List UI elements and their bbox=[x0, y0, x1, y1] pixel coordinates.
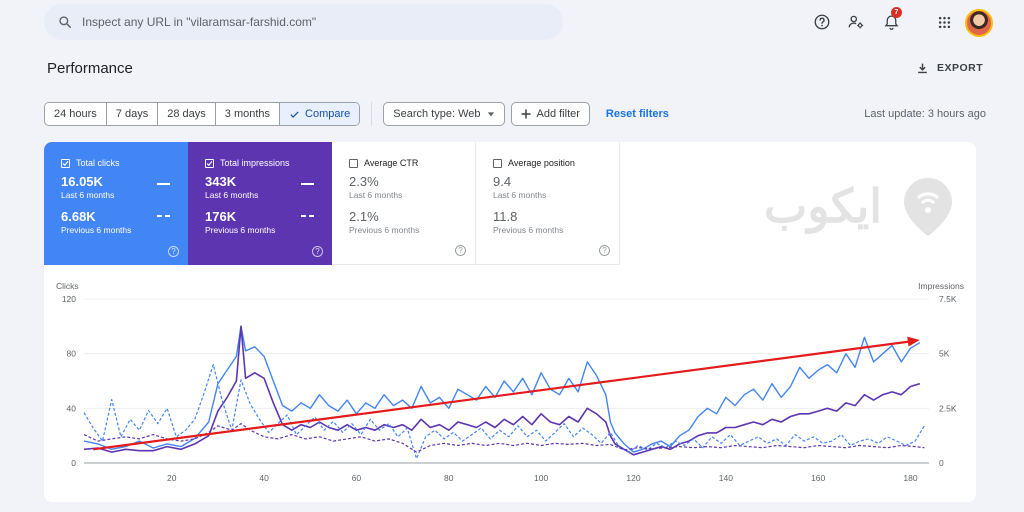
divider bbox=[371, 102, 373, 126]
y-tick-label-right: 7.5K bbox=[939, 294, 957, 304]
top-bar: 7 bbox=[0, 0, 1024, 44]
metric-current-value: 9.4 bbox=[493, 174, 512, 189]
metric-previous-value: 176K bbox=[205, 209, 237, 224]
account-settings-icon[interactable] bbox=[844, 10, 868, 34]
x-tick-label: 160 bbox=[811, 473, 825, 483]
export-label: EXPORT bbox=[937, 62, 984, 74]
metric-current-period: Last 6 months bbox=[205, 190, 259, 200]
x-tick-label: 20 bbox=[167, 473, 177, 483]
help-icon[interactable]: ? bbox=[312, 246, 323, 257]
checkmark-icon bbox=[290, 111, 299, 118]
watermark-text: ایکوب bbox=[764, 180, 882, 234]
metric-label: Total impressions bbox=[220, 158, 290, 168]
metric-previous-value: 11.8 bbox=[493, 209, 518, 224]
export-button[interactable]: EXPORT bbox=[916, 58, 983, 78]
legend-dashed-line-icon bbox=[157, 215, 170, 217]
search-icon bbox=[59, 16, 72, 29]
metric-average-ctr[interactable]: Average CTR 2.3% Last 6 months 2.1% Prev… bbox=[332, 142, 476, 265]
url-inspect-input[interactable] bbox=[82, 15, 502, 29]
help-icon[interactable] bbox=[810, 10, 834, 34]
series-line bbox=[83, 325, 921, 456]
checkbox-unchecked-icon[interactable] bbox=[493, 158, 502, 168]
last-update-text: Last update: 3 hours ago bbox=[864, 108, 986, 120]
y-tick-label-left: 40 bbox=[67, 403, 77, 413]
left-axis-label: Clicks bbox=[56, 281, 79, 291]
page-title: Performance bbox=[47, 60, 133, 77]
metric-label: Average CTR bbox=[364, 158, 419, 168]
url-inspect-search[interactable] bbox=[44, 4, 563, 40]
metric-tabs: Total clicks 16.05K Last 6 months 6.68K … bbox=[44, 142, 620, 265]
metric-label: Average position bbox=[508, 158, 575, 168]
legend-solid-line-icon bbox=[157, 183, 170, 185]
performance-card: Total clicks 16.05K Last 6 months 6.68K … bbox=[44, 142, 976, 502]
y-tick-label-right: 5K bbox=[939, 349, 950, 359]
wifi-location-icon bbox=[904, 178, 952, 236]
legend-solid-line-icon bbox=[301, 183, 314, 185]
metric-average-position[interactable]: Average position 9.4 Last 6 months 11.8 … bbox=[476, 142, 620, 265]
metric-previous-period: Previous 6 months bbox=[205, 225, 276, 235]
performance-chart: Clicks Impressions 0 40 80 120 0 2.5K 5K 7.5K 20… bbox=[56, 281, 964, 483]
metric-current-value: 16.05K bbox=[61, 174, 103, 189]
metric-current-value: 2.3% bbox=[349, 174, 379, 189]
search-type-label: Search type: Web bbox=[393, 108, 481, 120]
y-tick-label-left: 80 bbox=[67, 349, 77, 359]
reset-filters-link[interactable]: Reset filters bbox=[605, 108, 669, 120]
date-range-selector: 24 hours 7 days 28 days 3 months Compare bbox=[44, 102, 361, 126]
series-line bbox=[83, 363, 925, 460]
range-3-months[interactable]: 3 months bbox=[215, 103, 281, 125]
metric-current-period: Last 6 months bbox=[61, 190, 115, 200]
metric-previous-value: 2.1% bbox=[349, 209, 379, 224]
metric-previous-period: Previous 6 months bbox=[61, 225, 132, 235]
trend-arrow-line bbox=[93, 339, 914, 451]
avatar[interactable] bbox=[965, 9, 993, 37]
metric-previous-value: 6.68K bbox=[61, 209, 96, 224]
add-filter-label: Add filter bbox=[536, 108, 580, 120]
y-tick-label-left: 0 bbox=[71, 458, 76, 468]
metric-current-period: Last 6 months bbox=[493, 190, 547, 200]
trend-arrow-head bbox=[907, 336, 920, 347]
x-tick-label: 120 bbox=[626, 473, 640, 483]
y-tick-label-right: 0 bbox=[939, 458, 944, 468]
notification-count-badge: 7 bbox=[891, 7, 902, 18]
metric-previous-period: Previous 6 months bbox=[493, 225, 564, 235]
right-axis-label: Impressions bbox=[918, 281, 964, 291]
filter-bar: 24 hours 7 days 28 days 3 months Compare… bbox=[44, 102, 669, 126]
y-tick-label-left: 120 bbox=[62, 294, 76, 304]
apps-icon[interactable] bbox=[932, 10, 956, 34]
search-type-dropdown[interactable]: Search type: Web bbox=[383, 102, 505, 126]
metric-current-period: Last 6 months bbox=[349, 190, 403, 200]
series-line bbox=[83, 325, 921, 453]
metric-current-value: 343K bbox=[205, 174, 237, 189]
compare-button[interactable]: Compare bbox=[280, 103, 360, 125]
x-tick-label: 40 bbox=[259, 473, 269, 483]
checkbox-checked-icon[interactable] bbox=[205, 158, 214, 168]
x-tick-label: 180 bbox=[903, 473, 917, 483]
y-tick-label-right: 2.5K bbox=[939, 403, 957, 413]
legend-dashed-line-icon bbox=[301, 215, 314, 217]
x-tick-label: 80 bbox=[444, 473, 454, 483]
download-icon bbox=[918, 63, 927, 73]
help-icon[interactable]: ? bbox=[599, 245, 610, 256]
checkbox-checked-icon[interactable] bbox=[61, 158, 70, 168]
notifications-icon[interactable]: 7 bbox=[879, 7, 903, 34]
compare-label: Compare bbox=[305, 108, 351, 120]
x-tick-label: 140 bbox=[719, 473, 733, 483]
x-tick-label: 100 bbox=[534, 473, 548, 483]
help-icon[interactable]: ? bbox=[168, 246, 179, 257]
range-7-days[interactable]: 7 days bbox=[106, 103, 159, 125]
metric-label: Total clicks bbox=[76, 158, 120, 168]
range-24-hours[interactable]: 24 hours bbox=[45, 103, 107, 125]
caret-down-icon bbox=[487, 112, 494, 117]
x-tick-label: 60 bbox=[352, 473, 362, 483]
watermark-logo: ایکوب bbox=[764, 178, 952, 236]
help-icon[interactable]: ? bbox=[455, 245, 466, 256]
checkbox-unchecked-icon[interactable] bbox=[349, 158, 358, 168]
plus-icon bbox=[521, 109, 530, 119]
metric-total-clicks[interactable]: Total clicks 16.05K Last 6 months 6.68K … bbox=[44, 142, 188, 265]
series-line bbox=[83, 423, 925, 453]
add-filter-button[interactable]: Add filter bbox=[510, 102, 590, 126]
range-28-days[interactable]: 28 days bbox=[158, 103, 216, 125]
metric-total-impressions[interactable]: Total impressions 343K Last 6 months 176… bbox=[188, 142, 332, 265]
metric-previous-period: Previous 6 months bbox=[349, 225, 420, 235]
